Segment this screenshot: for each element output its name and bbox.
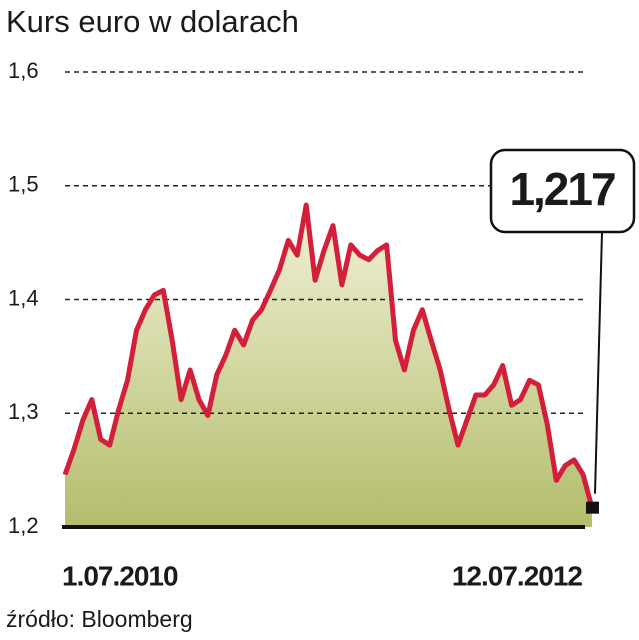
value-label: 1,217 (509, 163, 615, 215)
line (62, 202, 595, 509)
x-tick-label: 1.07.2010 (62, 560, 178, 591)
last-point (586, 501, 599, 514)
source: źródło: Bloomberg (6, 606, 193, 632)
y-tick-label: 1,3 (8, 399, 39, 424)
y-tick-label: 1,4 (8, 285, 39, 310)
chart-title: Kurs euro w dolarach (6, 4, 299, 39)
y-tick-label: 1,2 (8, 513, 39, 538)
y-tick-label: 1,5 (8, 172, 39, 197)
callout-pointer (594, 231, 603, 494)
callout-box (489, 148, 636, 234)
area (65, 205, 592, 527)
y-tick-label: 1,6 (8, 58, 39, 83)
x-tick-label: 12.07.2012 (452, 560, 583, 591)
